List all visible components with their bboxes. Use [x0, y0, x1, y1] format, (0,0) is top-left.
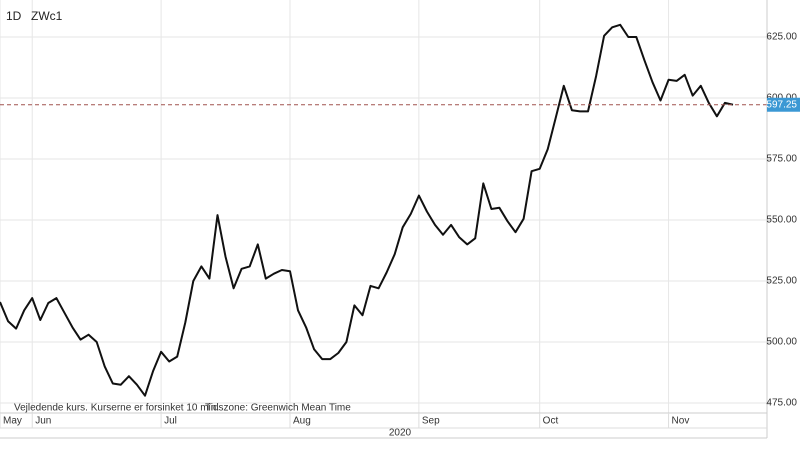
x-tick-label: Nov — [672, 416, 690, 427]
x-tick-label: Oct — [543, 416, 559, 427]
y-tick-label: 550.00 — [766, 215, 797, 226]
x-tick-label: Sep — [422, 416, 440, 427]
y-tick-label: 575.00 — [766, 154, 797, 165]
x-tick-label: Jul — [164, 416, 177, 427]
x-tick-label: May — [3, 416, 22, 427]
x-tick-label: Aug — [293, 416, 311, 427]
year-label: 2020 — [389, 428, 412, 439]
plot — [0, 23, 767, 397]
symbol: ZWc1 — [31, 9, 63, 23]
y-tick-label: 500.00 — [766, 337, 797, 348]
last-price-label: 597.25 — [766, 99, 797, 110]
y-tick-label: 475.00 — [766, 398, 797, 409]
interval: 1D — [6, 9, 22, 23]
timezone: Tidszone: Greenwich Mean Time — [205, 403, 351, 414]
y-tick-label: 525.00 — [766, 276, 797, 287]
delay-note: Vejledende kurs. Kurserne er forsinket 1… — [14, 403, 219, 414]
x-tick-label: Jun — [35, 416, 51, 427]
last-price-tag — [767, 97, 800, 112]
grid — [0, 0, 767, 413]
price-line — [0, 23, 734, 397]
y-tick-label: 625.00 — [766, 32, 797, 43]
